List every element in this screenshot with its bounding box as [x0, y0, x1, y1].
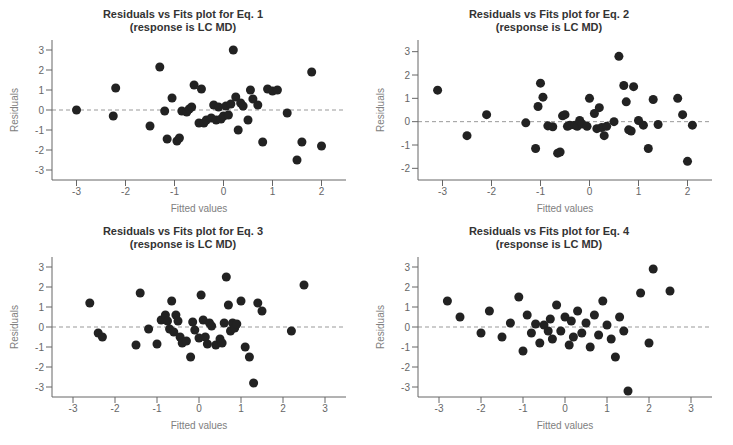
html-text:(response is LC MD): (response is LC MD): [495, 238, 603, 250]
html-text:Residuals vs Fits plot for Eq.: Residuals vs Fits plot for Eq. 3: [102, 225, 264, 237]
svg-text:0: 0: [196, 403, 202, 414]
svg-text:-2: -2: [35, 362, 44, 373]
svg-text:2: 2: [646, 403, 652, 414]
svg-text:0: 0: [404, 322, 410, 333]
html-text:Residuals vs Fits plot for Eq.: Residuals vs Fits plot for Eq. 1: [102, 8, 264, 20]
svg-text:-3: -3: [35, 382, 44, 393]
svg-text:3: 3: [404, 262, 410, 273]
svg-text:-1: -1: [170, 186, 179, 197]
svg-text:-3: -3: [438, 186, 447, 197]
svg-text:-1: -1: [401, 140, 410, 151]
svg-text:0: 0: [38, 322, 44, 333]
svg-text:0: 0: [404, 116, 410, 127]
svg-text:3: 3: [404, 46, 410, 57]
svg-text:1: 1: [404, 93, 410, 104]
svg-text:0: 0: [38, 105, 44, 116]
svg-text:Fitted values: Fitted values: [537, 420, 594, 431]
svg-text:2: 2: [38, 282, 44, 293]
svg-text:1: 1: [604, 403, 610, 414]
svg-text:2: 2: [404, 70, 410, 81]
svg-text:3: 3: [322, 403, 328, 414]
svg-text:3: 3: [38, 262, 44, 273]
svg-text:-3: -3: [72, 186, 81, 197]
svg-text:2: 2: [38, 65, 44, 76]
svg-text:-1: -1: [35, 125, 44, 136]
svg-text:-2: -2: [111, 403, 120, 414]
svg-text:-3: -3: [401, 382, 410, 393]
svg-text:2: 2: [319, 186, 325, 197]
svg-text:1: 1: [238, 403, 244, 414]
svg-text:0: 0: [562, 403, 568, 414]
svg-text:-1: -1: [519, 403, 528, 414]
html-text:Residuals vs Fits plot for Eq.: Residuals vs Fits plot for Eq. 2: [468, 8, 630, 20]
svg-text:1: 1: [404, 302, 410, 313]
svg-text:-2: -2: [121, 186, 130, 197]
html-text:Residuals vs Fits plot for Eq.: Residuals vs Fits plot for Eq. 4: [468, 225, 630, 237]
html-text:(response is LC MD): (response is LC MD): [495, 21, 603, 33]
html-text:(response is LC MD): (response is LC MD): [129, 238, 237, 250]
svg-text:Fitted values: Fitted values: [171, 203, 228, 214]
svg-text:-3: -3: [35, 165, 44, 176]
svg-text:-2: -2: [487, 186, 496, 197]
svg-text:1: 1: [38, 302, 44, 313]
svg-text:3: 3: [38, 45, 44, 56]
svg-text:0: 0: [221, 186, 227, 197]
svg-text:Residuals: Residuals: [375, 305, 386, 349]
svg-text:Residuals: Residuals: [375, 88, 386, 132]
svg-text:3: 3: [688, 403, 694, 414]
svg-text:1: 1: [270, 186, 276, 197]
svg-text:0: 0: [587, 186, 593, 197]
svg-text:-1: -1: [536, 186, 545, 197]
svg-text:2: 2: [404, 282, 410, 293]
svg-text:-2: -2: [477, 403, 486, 414]
svg-text:2: 2: [685, 186, 691, 197]
svg-text:-1: -1: [35, 342, 44, 353]
svg-text:-3: -3: [69, 403, 78, 414]
svg-text:-1: -1: [401, 342, 410, 353]
svg-text:Residuals: Residuals: [9, 305, 20, 349]
svg-text:1: 1: [636, 186, 642, 197]
svg-text:-2: -2: [401, 163, 410, 174]
svg-text:-2: -2: [35, 145, 44, 156]
svg-text:-1: -1: [153, 403, 162, 414]
svg-text:Fitted values: Fitted values: [171, 420, 228, 431]
svg-text:Residuals: Residuals: [9, 88, 20, 132]
svg-text:-2: -2: [401, 362, 410, 373]
html-text:(response is LC MD): (response is LC MD): [129, 21, 237, 33]
svg-text:-3: -3: [435, 403, 444, 414]
svg-text:2: 2: [280, 403, 286, 414]
svg-text:Fitted values: Fitted values: [537, 203, 594, 214]
svg-text:1: 1: [38, 85, 44, 96]
